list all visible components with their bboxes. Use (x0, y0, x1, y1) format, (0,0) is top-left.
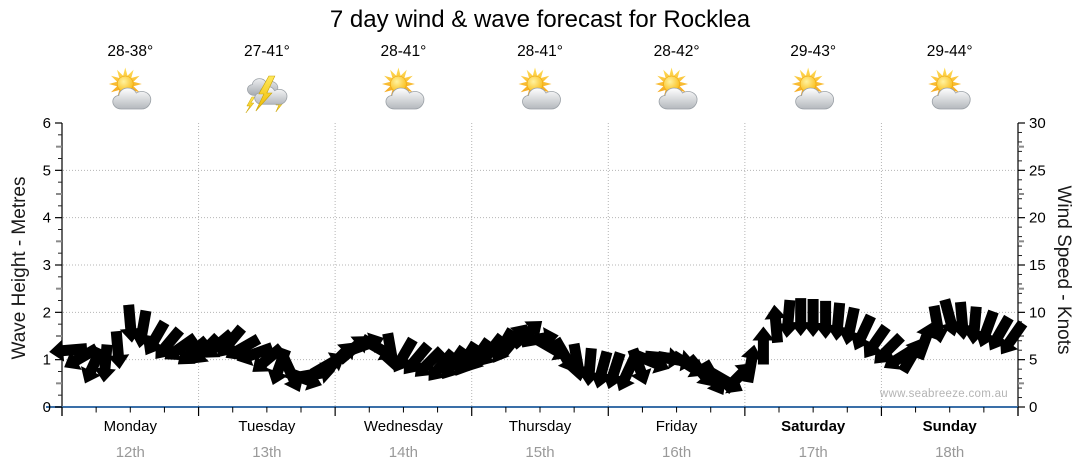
day-name: Monday (103, 418, 157, 435)
svg-text:0: 0 (43, 399, 51, 416)
svg-text:20: 20 (1029, 210, 1046, 227)
svg-text:25: 25 (1029, 162, 1046, 179)
svg-text:0: 0 (1029, 399, 1037, 416)
day-name: Friday (655, 418, 698, 435)
svg-text:10: 10 (1029, 304, 1046, 321)
day-date: 16th (661, 444, 692, 461)
svg-text:2: 2 (43, 304, 51, 321)
day-date: 17th (798, 444, 828, 461)
svg-text:30: 30 (1029, 115, 1046, 132)
day-temp: 29-43° (790, 43, 837, 60)
svg-text:5: 5 (1029, 352, 1037, 369)
svg-text:4: 4 (43, 210, 51, 227)
day-temp: 28-41° (517, 43, 563, 60)
day-name: Wednesday (363, 418, 443, 435)
watermark: www.seabreeze.com.au (879, 388, 1008, 400)
day-date: 15th (525, 444, 555, 461)
day-name: Tuesday (238, 418, 296, 435)
day-temp: 28-41° (380, 43, 427, 60)
day-temp: 28-42° (653, 43, 700, 60)
day-date: 14th (388, 444, 418, 461)
day-name: Sunday (922, 418, 977, 435)
day-name: Thursday (508, 418, 572, 435)
svg-text:15: 15 (1029, 257, 1046, 274)
svg-text:5: 5 (43, 162, 51, 179)
svg-text:6: 6 (43, 115, 51, 132)
day-name: Saturday (781, 418, 846, 435)
day-date: 13th (252, 444, 282, 461)
day-temp: 29-44° (926, 43, 973, 60)
day-temp: 27-41° (243, 43, 290, 60)
svg-text:3: 3 (43, 257, 51, 274)
svg-text:1: 1 (43, 352, 51, 369)
day-temp: 28-38° (107, 43, 154, 60)
day-date: 18th (935, 444, 965, 461)
day-date: 12th (115, 444, 145, 461)
chart-title: 7 day wind & wave forecast for Rocklea (329, 6, 751, 33)
